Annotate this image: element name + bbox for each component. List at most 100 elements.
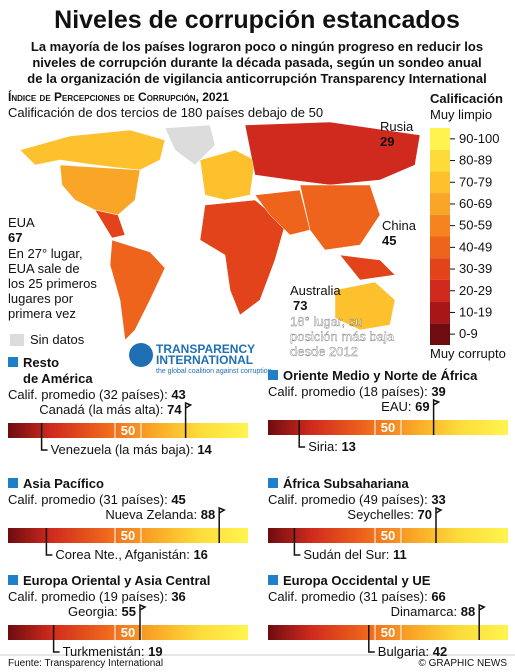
lowest-name: Venezuela (la más baja): [51,442,194,457]
annotation-score: 29 [380,134,394,149]
legend-bottom: Muy corrupto [430,346,506,361]
legend-swatch [430,193,450,215]
annotation-country: Rusia [380,119,414,134]
region-average: Calif. promedio (31 países): 45 [8,492,186,507]
region-title: Europa Oriental y Asia Central [23,573,210,588]
lowest-label: Venezuela (la más baja): 14 [51,442,213,457]
annotation-note: En 27° lugar, [8,246,83,261]
highest-marker [435,506,443,543]
region-marker [8,575,18,585]
average-value: 45 [171,492,185,507]
logo-text: TRANSPARENCY [156,342,255,356]
highest-value: 74 [167,402,182,417]
lowest-value: 16 [193,547,207,562]
region-average: Calif. promedio (18 países): 39 [268,384,446,399]
legend-swatch [430,258,450,280]
bar-mid-label: 50 [381,625,395,640]
highest-label: Nueva Zelanda: 88 [105,507,215,522]
bar-mid-label: 50 [381,528,395,543]
region-marker [268,575,278,585]
annotation-note: primera vez [8,306,76,321]
highest-name: Seychelles: [347,507,413,522]
legend-swatch [430,149,450,172]
legend-swatch [430,171,450,194]
score-bar [268,420,508,435]
region-title: de América [23,371,93,386]
bar-mid-label: 50 [121,625,135,640]
region-average: Calif. promedio (49 países): 33 [268,492,446,507]
region-average: Calif. promedio (32 países): 43 [8,387,186,402]
legend-label: 10-19 [459,304,492,319]
average-value: 66 [431,589,445,604]
source: Fuente: Transparency International [8,658,163,669]
lowest-value: 11 [393,547,407,562]
lowest-name: Turkmenistán: [63,644,145,659]
subtitle: de la organización de vigilancia anticor… [27,71,486,86]
logo-text: INTERNATIONAL [156,353,253,367]
highest-value: 70 [418,507,432,522]
legend-label: 50-59 [459,218,492,233]
annotation-country: EUA [8,215,35,230]
legend-swatch [430,301,450,324]
bar-mid-label: 50 [381,420,395,435]
annotation-note: desde 2012 [290,344,358,359]
region-marker [8,357,18,367]
highest-value: 88 [461,604,475,619]
region-title: Resto [23,355,59,370]
average-label: Calif. promedio (32 países): [8,387,168,402]
score-bar [8,423,248,438]
legend-swatch [430,323,450,345]
region-marker [268,478,278,488]
average-label: Calif. promedio (31 países): [8,492,168,507]
legend-label: 90-100 [459,131,499,146]
annotation-note: posición más baja [290,329,395,344]
annotation-note: EUA sale de [8,261,80,276]
lowest-marker [40,423,48,451]
highest-label: Seychelles: 70 [347,507,432,522]
lowest-label: Bulgaria: 42 [378,644,447,659]
highest-label: Dinamarca: 88 [391,604,476,619]
region-average: Calif. promedio (31 países): 66 [268,589,446,604]
lowest-value: 19 [148,644,162,659]
legend-label: 80-89 [459,153,492,168]
highest-value: 88 [201,507,215,522]
legend-swatch [430,279,450,302]
lowest-value: 14 [197,442,212,457]
average-label: Calif. promedio (18 países): [268,384,428,399]
highest-marker [218,506,226,543]
legend-label: 0-9 [459,326,478,341]
annotation-country: Australia [290,283,341,298]
score-bar [268,528,508,543]
lowest-label: Sudán del Sur: 11 [303,547,406,562]
annotation-score: 73 [293,298,307,313]
region-title: Oriente Medio y Norte de África [283,368,478,383]
highest-value: 55 [122,604,136,619]
lowest-name: Sudán del Sur: [303,547,389,562]
annotation-country: China [382,218,417,233]
lowest-marker [45,528,53,556]
average-value: 33 [431,492,445,507]
legend-label: 20-29 [459,283,492,298]
lowest-marker [293,528,301,556]
legend-label: 70-79 [459,174,492,189]
score-bar [268,625,508,640]
highest-name: EAU: [381,399,411,414]
annotation-score: 67 [8,230,22,245]
score-bar [8,625,248,640]
highest-label: EAU: 69 [381,399,429,414]
region-average: Calif. promedio (19 países): 36 [8,589,186,604]
lowest-value: 42 [433,644,447,659]
bar-mid-label: 50 [121,528,135,543]
logo-tagline: the global coalition against corruption [156,368,272,375]
lowest-marker [52,625,60,653]
lowest-name: Corea Nte., Afganistán: [55,547,189,562]
highest-name: Dinamarca: [391,604,457,619]
legend-top: Muy limpio [430,107,492,122]
average-value: 36 [171,589,185,604]
bar-mid-label: 50 [121,423,135,438]
title: Niveles de corrupción estancados [54,6,460,34]
lowest-label: Siria: 13 [308,439,356,454]
legend-swatch [430,236,450,259]
legend-label: 30-39 [459,261,492,276]
